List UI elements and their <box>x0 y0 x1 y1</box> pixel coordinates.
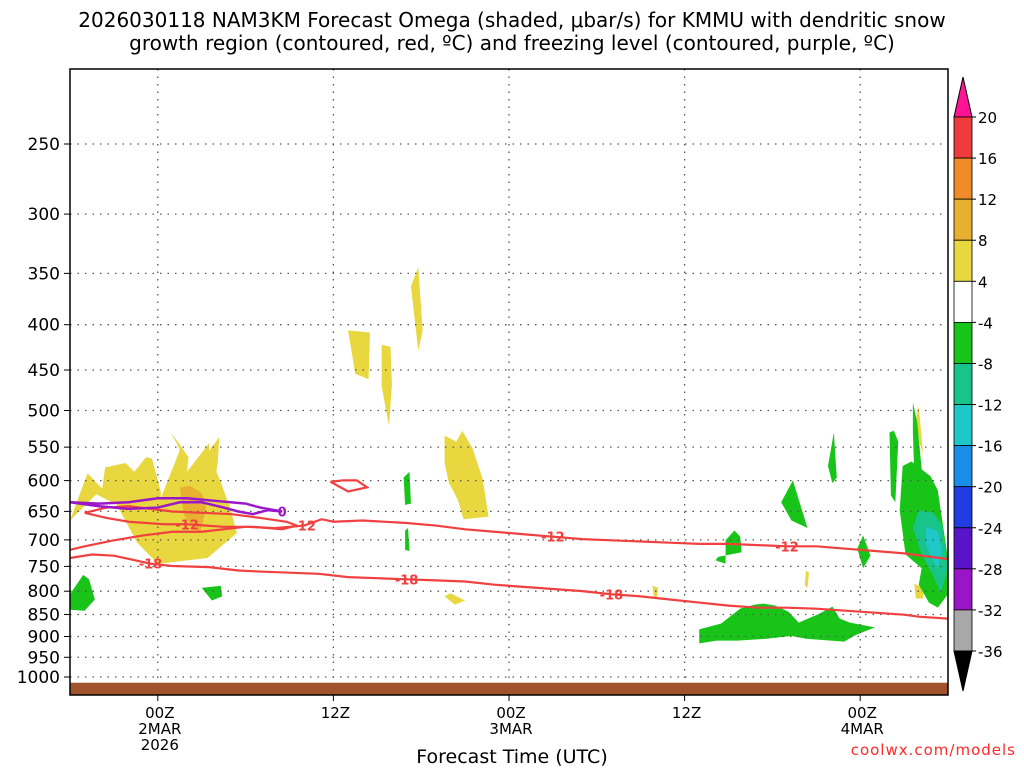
dgz-contour-1 <box>69 518 949 561</box>
colorbar-band-3 <box>953 239 973 282</box>
x-tick-label-0-1: 2MAR <box>138 720 181 738</box>
omega-region-4 <box>410 267 423 351</box>
y-tick-label-1000: 1000 <box>17 668 60 688</box>
colorbar-label-2: 12 <box>978 191 997 209</box>
dgz-label-a: -18 <box>139 558 163 573</box>
y-tick-label-350: 350 <box>28 264 60 284</box>
colorbar-label-5: -4 <box>978 314 993 332</box>
y-tick-label-900: 900 <box>28 627 60 647</box>
y-tick-label-400: 400 <box>28 316 60 336</box>
omega-region-14 <box>405 528 410 552</box>
x-tick-label-4-0: 00Z <box>848 704 877 722</box>
source-credit[interactable]: coolwx.com/models <box>850 741 1016 759</box>
omega-region-11 <box>70 574 95 611</box>
colorbar-label-11: -28 <box>978 561 1003 579</box>
dgz-label-b: -18 <box>395 573 419 588</box>
y-tick-label-800: 800 <box>28 582 60 602</box>
omega-region-15 <box>715 530 742 564</box>
colorbar-label-1: 16 <box>978 150 997 168</box>
omega-region-12 <box>201 585 223 601</box>
colorbar-band-1 <box>953 157 973 200</box>
colorbar-label-6: -8 <box>978 355 993 373</box>
colorbar-label-12: -32 <box>978 602 1003 620</box>
colorbar-label-0: 20 <box>978 109 997 127</box>
omega-region-3 <box>381 344 392 426</box>
y-tick-label-500: 500 <box>28 402 60 422</box>
freezing-level-contour <box>69 497 283 516</box>
colorbar-band-11 <box>953 568 973 611</box>
y-tick-label-300: 300 <box>28 205 60 225</box>
colorbar-bottom-arrow <box>953 650 973 692</box>
y-tick-label-950: 950 <box>28 648 60 668</box>
omega-region-18 <box>857 535 871 569</box>
omega-region-16 <box>781 480 808 529</box>
omega-region-24 <box>699 603 875 644</box>
omega-region-5 <box>444 430 489 520</box>
x-tick-label-2-0: 00Z <box>496 704 525 722</box>
omega-region-9 <box>915 405 924 455</box>
chart-title-line-2: growth region (contoured, red, ºC) and f… <box>129 31 895 55</box>
y-tick-label-550: 550 <box>28 438 60 458</box>
omega-region-17 <box>828 432 837 484</box>
y-tick-label-700: 700 <box>28 531 60 551</box>
omega-region-8 <box>804 570 809 588</box>
colorbar-label-4: 4 <box>978 273 988 291</box>
dgz-label-e: -12 <box>541 531 565 546</box>
x-tick-label-3-0: 12Z <box>672 704 701 722</box>
colorbar-label-10: -24 <box>978 520 1003 538</box>
freezing-label: 0 <box>278 505 287 520</box>
colorbar-band-12 <box>953 609 973 652</box>
colorbar-band-10 <box>953 527 973 570</box>
omega-region-19 <box>889 430 899 503</box>
omega-region-13 <box>403 471 411 505</box>
colorbar-label-3: 8 <box>978 232 988 250</box>
plot-area <box>70 69 948 695</box>
colorbar-band-6 <box>953 363 973 405</box>
dgz-label-c: -18 <box>600 588 624 603</box>
y-tick-label-750: 750 <box>28 557 60 577</box>
x-tick-label-2-1: 3MAR <box>489 720 532 738</box>
colorbar-top-arrow <box>953 76 973 118</box>
colorbar-label-7: -12 <box>978 397 1003 415</box>
x-axis-title: Forecast Time (UTC) <box>416 746 608 768</box>
colorbar-band-5 <box>953 321 973 364</box>
x-tick-label-1-0: 12Z <box>321 704 350 722</box>
colorbar-band-2 <box>953 198 973 241</box>
y-tick-label-600: 600 <box>28 472 60 492</box>
colorbar-band-4 <box>953 280 973 323</box>
dgz-label-d: -12 <box>292 520 316 535</box>
dgz-contour-0 <box>69 553 949 620</box>
terrain-strip <box>70 682 948 695</box>
omega-region-2 <box>348 330 370 380</box>
omega-region-6 <box>444 593 466 605</box>
y-tick-label-250: 250 <box>28 135 60 155</box>
chart-title-line-1: 2026030118 NAM3KM Forecast Omega (shaded… <box>78 8 946 32</box>
colorbar-band-8 <box>953 445 973 488</box>
colorbar-label-8: -16 <box>978 438 1003 456</box>
dgz-label-f: -12 <box>775 540 799 555</box>
x-tick-label-0-0: 00Z <box>145 704 174 722</box>
dgz-label-g: -12 <box>175 518 199 533</box>
x-tick-label-0-2: 2026 <box>141 736 179 754</box>
x-tick-label-4-1: 4MAR <box>841 720 884 738</box>
y-tick-label-650: 650 <box>28 502 60 522</box>
colorbar-band-9 <box>953 486 973 529</box>
colorbar-label-13: -36 <box>978 643 1003 661</box>
dgz-contour-3 <box>329 479 370 493</box>
y-tick-label-450: 450 <box>28 361 60 381</box>
y-tick-label-850: 850 <box>28 606 60 626</box>
colorbar-band-0 <box>953 116 973 159</box>
colorbar-band-7 <box>953 404 973 447</box>
colorbar-label-9: -20 <box>978 479 1003 497</box>
